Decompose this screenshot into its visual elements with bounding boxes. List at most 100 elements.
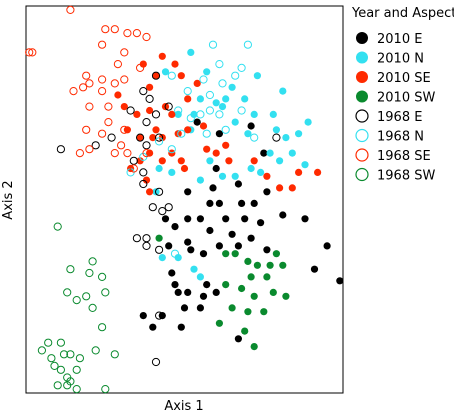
- point-2010-n-22: [257, 168, 265, 176]
- point-2010-e-10: [238, 199, 246, 207]
- point-1968-e-23: [142, 241, 151, 250]
- point-2010-e-12: [250, 199, 258, 207]
- point-1968-sw-1: [66, 265, 75, 274]
- point-1968-se-28: [75, 149, 85, 158]
- point-1968-se-13: [110, 79, 119, 88]
- point-2010-se-26: [203, 145, 211, 153]
- point-2010-e-14: [184, 215, 192, 223]
- legend-item-2010-se: 2010 SE: [356, 71, 431, 86]
- point-2010-e-42: [139, 312, 147, 320]
- point-2010-se-25: [177, 157, 185, 165]
- legend-item-2010-n: 2010 N: [356, 51, 424, 67]
- point-1968-e-18: [158, 207, 167, 216]
- point-1968-sw-2: [88, 257, 97, 266]
- point-2010-n-25: [168, 168, 176, 176]
- point-1968-n-10: [237, 106, 246, 115]
- point-1968-n-21: [155, 137, 164, 146]
- point-1968-n-6: [218, 79, 227, 88]
- point-1968-n-11: [205, 106, 214, 115]
- point-1968-sw-3: [85, 268, 94, 278]
- point-1968-e-9: [136, 133, 145, 142]
- point-2010-sw-5: [266, 261, 274, 269]
- point-2010-sw-9: [263, 273, 271, 281]
- point-2010-n-26: [196, 176, 204, 184]
- point-2010-se-12: [184, 95, 192, 103]
- point-2010-n-1: [253, 72, 261, 80]
- point-2010-n-23: [231, 172, 239, 180]
- point-2010-n-24: [218, 172, 227, 180]
- point-2010-se-5: [146, 83, 154, 91]
- point-2010-n-0: [187, 48, 195, 57]
- point-2010-n-12: [231, 118, 239, 126]
- legend-label-1968-n: 1968 N: [377, 130, 424, 145]
- point-2010-n-21: [247, 164, 255, 173]
- point-1968-sw-17: [75, 354, 85, 363]
- point-1968-sw-11: [44, 338, 53, 347]
- point-1968-sw-6: [63, 288, 72, 297]
- point-1968-se-16: [85, 79, 94, 88]
- point-1968-se-17: [98, 87, 107, 96]
- point-2010-sw-10: [222, 281, 230, 289]
- point-2010-sw-2: [231, 250, 239, 258]
- point-1968-n-14: [215, 110, 224, 119]
- point-2010-e-20: [301, 215, 309, 223]
- point-1968-sw-20: [50, 361, 59, 370]
- point-2010-n-33: [196, 273, 204, 281]
- point-1968-sw-19: [110, 350, 119, 359]
- point-2010-n-3: [203, 68, 211, 76]
- point-1968-se-15: [79, 83, 88, 92]
- point-1968-n-5: [199, 75, 208, 84]
- point-2010-e-5: [209, 184, 217, 192]
- point-1968-se-20: [25, 48, 34, 57]
- point-2010-se-9: [133, 110, 141, 118]
- point-2010-e-31: [187, 246, 195, 254]
- point-2010-e-24: [247, 234, 255, 242]
- point-1968-se-10: [120, 75, 129, 84]
- legend-marker-2010-se: [356, 71, 368, 83]
- point-2010-se-13: [168, 110, 176, 118]
- point-1968-n-20: [167, 145, 176, 154]
- point-1968-sw-16: [66, 350, 75, 359]
- point-2010-sw-12: [250, 292, 258, 300]
- point-2010-e-39: [212, 288, 220, 296]
- point-2010-n-7: [212, 99, 220, 107]
- point-2010-se-40: [222, 141, 230, 149]
- point-2010-se-28: [225, 157, 233, 165]
- point-2010-e-22: [206, 226, 214, 235]
- point-1968-e-19: [164, 203, 173, 212]
- legend-marker-1968-e: [355, 109, 369, 123]
- point-2010-n-16: [295, 130, 303, 138]
- point-2010-n-13: [304, 118, 312, 126]
- point-1968-n-18: [221, 125, 230, 134]
- point-2010-se-14: [123, 126, 131, 134]
- point-1968-se-6: [98, 40, 107, 49]
- point-1968-se-22: [82, 125, 91, 134]
- point-2010-e-35: [203, 281, 211, 289]
- point-2010-se-36: [142, 176, 151, 184]
- point-1968-n-2: [215, 60, 224, 69]
- point-2010-sw-11: [238, 284, 246, 293]
- point-1968-se-14: [69, 87, 78, 96]
- y-axis-label: Axis 2: [1, 180, 16, 219]
- point-2010-se-17: [149, 134, 157, 142]
- point-1968-n-3: [237, 63, 246, 73]
- point-2010-e-8: [215, 199, 223, 207]
- point-1968-se-26: [110, 149, 119, 158]
- point-1968-sw-26: [72, 385, 81, 394]
- point-2010-se-15: [152, 126, 160, 134]
- point-2010-n-20: [301, 161, 309, 169]
- point-1968-sw-18: [91, 346, 100, 355]
- point-1968-se-11: [82, 71, 91, 80]
- point-1968-se-19: [104, 102, 113, 111]
- point-2010-n-28: [155, 164, 163, 173]
- point-2010-se-21: [199, 122, 208, 130]
- point-2010-e-15: [196, 215, 204, 223]
- point-2010-n-34: [158, 254, 166, 262]
- point-2010-e-36: [174, 288, 182, 296]
- point-2010-se-38: [136, 157, 144, 165]
- point-2010-n-15: [282, 134, 290, 142]
- point-2010-sw-16: [244, 308, 252, 316]
- point-1968-n-23: [170, 249, 180, 258]
- point-1968-se-27: [123, 149, 132, 158]
- point-2010-n-35: [222, 95, 230, 103]
